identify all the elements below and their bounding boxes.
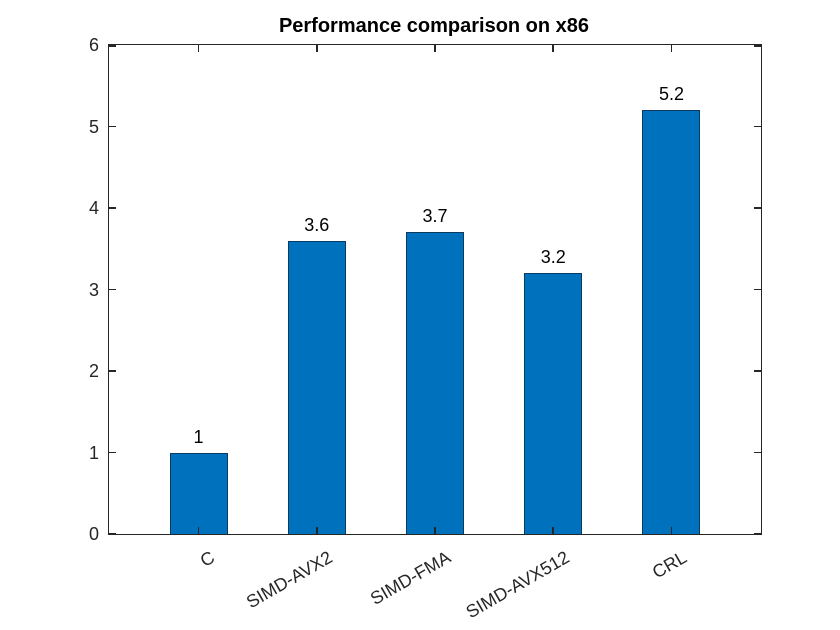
bar-value-label: 3.7 <box>422 206 448 227</box>
tick-y-left <box>109 207 116 209</box>
tick-x-bottom <box>434 527 436 534</box>
tick-x-top <box>197 45 200 52</box>
bar-value-label: 5.2 <box>658 84 684 105</box>
xtick-label-SIMD-AVX2: SIMD-AVX2 <box>242 547 336 613</box>
tick-y-left <box>109 370 116 372</box>
tick-x-top <box>670 45 673 52</box>
tick-x-top <box>552 45 554 52</box>
tick-y-right <box>754 532 761 534</box>
bar-value-label: 1 <box>193 426 204 447</box>
tick-x-top <box>434 45 436 52</box>
tick-y-right <box>754 451 761 454</box>
tick-y-right <box>754 125 761 128</box>
xtick-label-CRL: CRL <box>649 547 691 583</box>
tick-x-top <box>316 45 318 52</box>
tick-y-left <box>109 532 116 534</box>
tick-x-bottom <box>552 527 554 534</box>
ytick-label-5: 5 <box>88 116 99 137</box>
bar-value-label: 3.2 <box>540 247 566 268</box>
tick-y-left <box>109 45 116 47</box>
plot-area: 1 C 3.6 SIMD-AVX2 3.7 SIMD-FMA 3.2 SIMD-AVX512 5… <box>89 35 762 622</box>
tick-x-bottom <box>670 527 673 534</box>
ytick-label-4: 4 <box>88 198 99 218</box>
bar-SIMD-AVX512 <box>524 273 583 534</box>
tick-x-bottom <box>197 527 200 534</box>
tick-y-left <box>109 451 116 454</box>
bar-C <box>169 452 228 534</box>
ytick-label-0: 0 <box>88 524 99 544</box>
bar-SIMD-AVX2 <box>287 240 346 534</box>
xtick-label-SIMD-AVX512: SIMD-AVX512 <box>462 547 573 623</box>
ytick-label-3: 3 <box>88 279 99 300</box>
chart-title: Performance comparison on x86 <box>278 15 590 37</box>
ytick-label-6: 6 <box>88 35 99 55</box>
bar-SIMD-FMA <box>406 232 464 534</box>
xtick-label-C: C <box>196 547 218 571</box>
tick-y-left <box>109 288 116 291</box>
tick-y-right <box>754 370 761 372</box>
bar-value-label: 3.6 <box>304 214 330 235</box>
tick-y-left <box>109 125 116 128</box>
tick-y-right <box>754 45 761 47</box>
xtick-label-SIMD-FMA: SIMD-FMA <box>366 547 454 609</box>
ytick-label-1: 1 <box>88 442 99 463</box>
ytick-label-2: 2 <box>88 361 99 381</box>
tick-x-bottom <box>316 527 318 534</box>
bar-CRL <box>642 110 701 534</box>
tick-y-right <box>754 207 761 209</box>
tick-y-right <box>754 288 761 291</box>
